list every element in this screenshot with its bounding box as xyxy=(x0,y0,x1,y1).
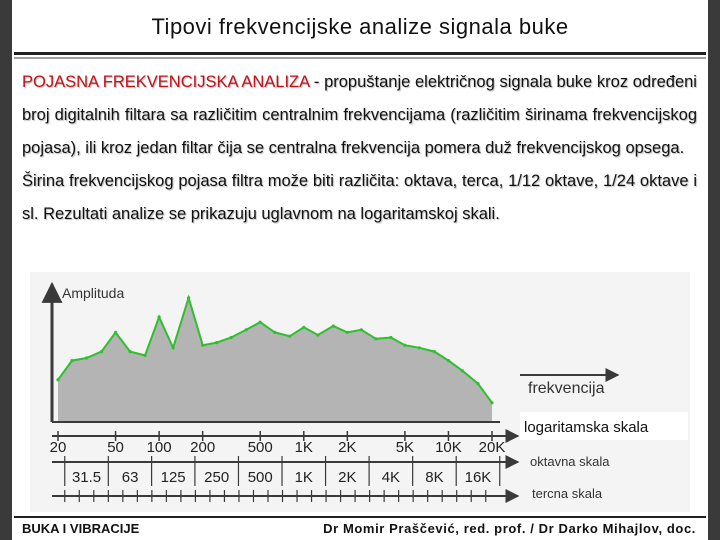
octave-tick-label: 63 xyxy=(122,469,139,486)
slide-body: POJASNA FREKVENCIJSKA ANALIZA - propušta… xyxy=(22,66,697,231)
spectrum-point xyxy=(403,343,407,347)
spectrum-point xyxy=(417,346,421,350)
footer-course: BUKA I VIBRACIJE xyxy=(22,521,140,536)
slide-border-left xyxy=(0,0,12,540)
paragraph-band-analysis-text: - propuštanje električnog signala buke k… xyxy=(22,73,697,157)
spectrum-point xyxy=(476,382,480,386)
spectrum-point xyxy=(302,325,306,329)
spectrum-point xyxy=(187,296,191,300)
log-tick-label: 10K xyxy=(435,439,462,456)
title-rule-shadow xyxy=(14,57,706,59)
spectrum-point xyxy=(201,343,205,347)
spectrum-point xyxy=(359,328,363,332)
spectrum-point xyxy=(99,350,104,354)
plot-layer xyxy=(56,294,494,422)
log-tick-label: 1K xyxy=(295,439,313,456)
footer: BUKA I VIBRACIJE Dr Momir Praščević, red… xyxy=(14,516,706,540)
octave-tick-label: 125 xyxy=(161,469,186,486)
spectrum-point xyxy=(432,350,436,354)
octave-tick-label: 2K xyxy=(338,469,356,486)
spectrum-point xyxy=(490,401,494,405)
log-tick-label: 2K xyxy=(338,439,356,456)
log-tick-label: 20 xyxy=(50,439,67,456)
footer-authors: Dr Momir Praščević, red. prof. / Dr Dark… xyxy=(323,521,696,536)
spectrum-point xyxy=(244,328,248,332)
spectrum-point xyxy=(460,369,465,373)
spectrum-point xyxy=(128,350,132,354)
third-scale-axis xyxy=(52,489,520,503)
spectrum-point xyxy=(171,346,175,350)
octave-tick-label: 31.5 xyxy=(72,469,101,486)
octave-tick-label: 4K xyxy=(382,469,400,486)
slide-border-right xyxy=(708,0,720,540)
paragraph-bandwidth: Širina frekvencijskog pojasa filtra može… xyxy=(22,172,697,223)
log-tick-label: 50 xyxy=(107,439,124,456)
log-scale-axis: 20 50 100 200 500 1K 2K 5K 10K 20K xyxy=(50,429,520,456)
log-scale-label: logaritamska skala xyxy=(524,419,649,436)
spectrum-figure: Amplituda frekvencija logaritamska skala… xyxy=(30,272,690,512)
spectrum-area xyxy=(58,297,492,422)
third-scale-label: tercna skala xyxy=(532,486,603,501)
octave-tick-label: 250 xyxy=(204,469,229,486)
slide-title: Tipovi frekvencijske analize signala buk… xyxy=(151,14,569,39)
spectrum-point xyxy=(273,330,277,334)
log-tick-label: 5K xyxy=(396,439,414,456)
spectrum-point xyxy=(345,330,349,334)
spectrum-point xyxy=(229,335,233,340)
term-band-analysis: POJASNA FREKVENCIJSKA ANALIZA xyxy=(22,73,310,91)
scale-label-box xyxy=(520,412,688,440)
octave-tick-label: 500 xyxy=(248,469,273,486)
paragraph-band-analysis: POJASNA FREKVENCIJSKA ANALIZA - propušta… xyxy=(22,66,697,165)
spectrum-point xyxy=(157,315,161,319)
octave-tick-label: 16K xyxy=(465,469,492,486)
spectrum-point xyxy=(114,330,118,334)
spectrum-point xyxy=(56,378,60,382)
spectrum-point xyxy=(316,333,320,337)
y-axis-label: Amplituda xyxy=(62,285,124,301)
log-tick-label: 200 xyxy=(190,439,215,456)
spectrum-point xyxy=(84,356,89,360)
spectrum-point xyxy=(143,353,147,357)
spectrum-point xyxy=(331,324,335,328)
octave-scale-axis: 31.5 63 125 250 500 1K 2K 4K 8K 16K xyxy=(52,455,520,486)
x-axis-label: frekvencija xyxy=(528,380,605,397)
spectrum-point xyxy=(374,337,378,341)
octave-tick-label: 8K xyxy=(425,469,443,486)
octave-scale-label: oktavna skala xyxy=(530,454,610,469)
spectrum-point xyxy=(446,359,451,363)
log-tick-label: 20K xyxy=(479,439,506,456)
octave-tick-label: 1K xyxy=(295,469,313,486)
title-rule xyxy=(14,52,706,55)
spectrum-point xyxy=(389,335,393,340)
log-tick-label: 500 xyxy=(248,439,273,456)
spectrum-point xyxy=(70,359,74,363)
log-tick-label: 100 xyxy=(147,439,172,456)
spectrum-point xyxy=(215,341,219,345)
spectrum-point xyxy=(258,320,262,324)
spectrum-point xyxy=(288,334,292,338)
